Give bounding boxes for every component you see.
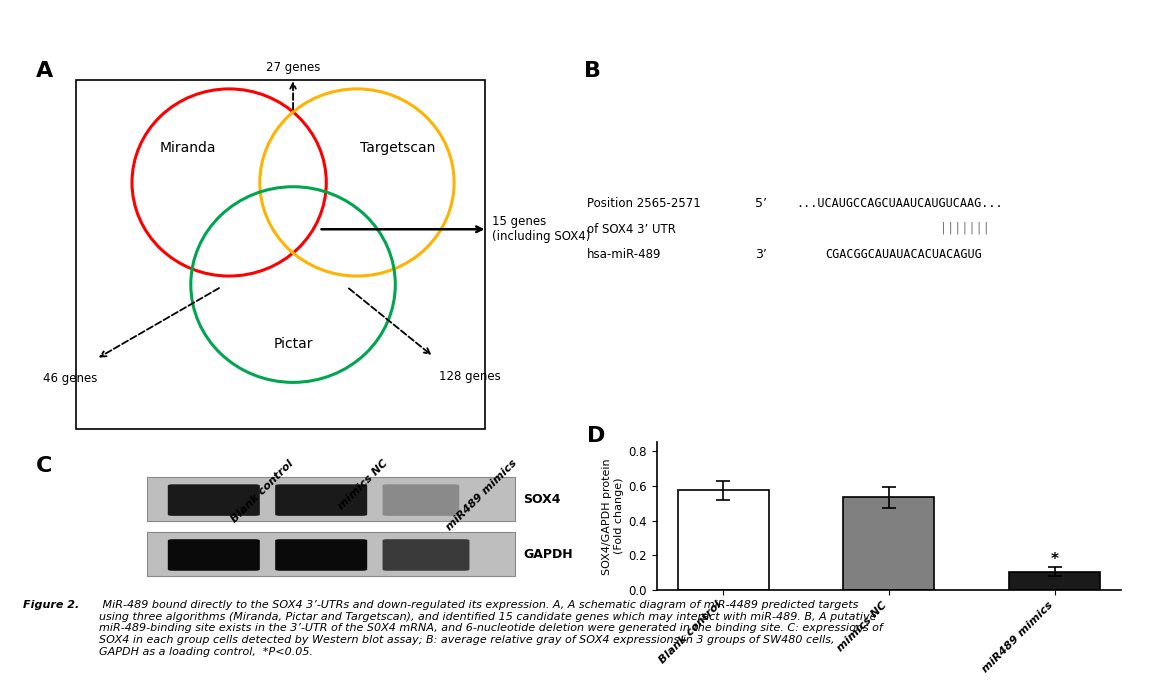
Text: Figure 2.: Figure 2. <box>23 600 79 611</box>
FancyBboxPatch shape <box>275 539 367 571</box>
Text: 5’: 5’ <box>755 198 767 210</box>
Bar <box>148 532 516 576</box>
FancyBboxPatch shape <box>167 539 260 571</box>
Y-axis label: SOX4/GAPDH protein
(Fold change): SOX4/GAPDH protein (Fold change) <box>602 458 624 575</box>
FancyBboxPatch shape <box>167 484 260 516</box>
Text: *: * <box>1050 552 1059 567</box>
Text: 27 genes: 27 genes <box>266 61 321 74</box>
Text: hsa-miR-489: hsa-miR-489 <box>587 248 661 261</box>
Text: 128 genes: 128 genes <box>438 370 501 383</box>
Text: A: A <box>35 61 52 81</box>
Text: Pictar: Pictar <box>273 337 313 351</box>
Text: C: C <box>36 456 52 475</box>
Text: 15 genes
(including SOX4): 15 genes (including SOX4) <box>493 215 590 244</box>
Text: 46 genes: 46 genes <box>43 372 98 385</box>
Text: B: B <box>584 61 601 81</box>
FancyBboxPatch shape <box>382 484 459 516</box>
Text: miR489 mimics: miR489 mimics <box>444 458 518 533</box>
Text: SOX4: SOX4 <box>523 493 560 506</box>
Text: mimics NC: mimics NC <box>337 458 390 512</box>
Text: Miranda: Miranda <box>160 141 216 156</box>
Text: 3’: 3’ <box>755 248 767 261</box>
FancyBboxPatch shape <box>382 539 469 571</box>
Text: of SOX4 3’ UTR: of SOX4 3’ UTR <box>587 223 675 236</box>
Text: Position 2565-2571: Position 2565-2571 <box>587 198 701 210</box>
Text: CGACGGCAUAUACACUACAGUG: CGACGGCAUAUACACUACAGUG <box>825 248 982 261</box>
Bar <box>844 497 934 590</box>
Text: ...UCAUGCCAGCUAAUCAUGUCAAG...: ...UCAUGCCAGCUAAUCAUGUCAAG... <box>796 198 1003 210</box>
Bar <box>677 490 769 590</box>
Text: Blank control: Blank control <box>229 458 295 524</box>
Text: Targetscan: Targetscan <box>360 141 436 156</box>
Text: D: D <box>587 427 605 447</box>
Text: MiR-489 bound directly to the SOX4 3’-UTRs and down-regulated its expression. A,: MiR-489 bound directly to the SOX4 3’-UT… <box>99 600 882 657</box>
Text: GAPDH: GAPDH <box>523 548 573 560</box>
Bar <box>148 477 516 521</box>
Bar <box>1009 571 1100 590</box>
FancyBboxPatch shape <box>275 484 367 516</box>
Text: |||||||: ||||||| <box>940 222 990 235</box>
